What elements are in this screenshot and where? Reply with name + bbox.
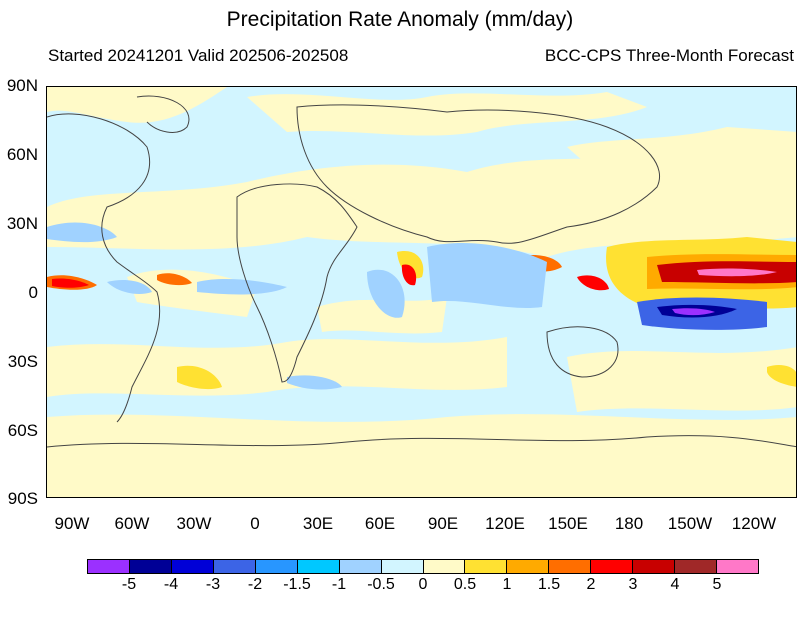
anomaly-map [46,86,797,498]
colorbar-label: 1 [502,576,512,593]
colorbar-label: 5 [712,576,722,593]
lat-label-30n: 30N [6,214,38,233]
lon-label-90e: 90E [427,514,459,533]
lat-label-90n: 90N [6,76,38,95]
colorbar-swatch [717,560,758,573]
lon-label-30w: 30W [176,514,212,533]
chart-title: Precipitation Rate Anomaly (mm/day) [226,8,574,31]
colorbar-label: -4 [163,576,179,593]
colorbar-swatch [633,560,676,573]
colorbar-swatch [549,560,592,573]
forecast-source: BCC-CPS Three-Month Forecast [544,46,794,65]
colorbar-swatch [255,560,298,573]
colorbar-label: 1.5 [537,576,561,593]
lon-label-120w: 120W [731,514,777,533]
anomaly-field [47,87,796,497]
colorbar-label: -5 [121,576,137,593]
colorbar-swatch [381,560,424,573]
negative-regions [47,222,767,390]
positive-strong-regions [47,254,796,291]
colorbar-label: -3 [205,576,221,593]
lon-label-150w: 150W [667,514,713,533]
colorbar-swatch [591,560,634,573]
colorbar-swatch [129,560,172,573]
colorbar-label: 0.5 [453,576,477,593]
colorbar-swatch [423,560,466,573]
lon-label-120e: 120E [485,514,525,533]
lon-label-30e: 30E [302,514,334,533]
colorbar-label: -0.5 [367,576,395,593]
colorbar-swatch [339,560,382,573]
lat-label-30s: 30S [7,352,38,371]
colorbar-label: -2 [247,576,263,593]
lon-label-0: 0 [250,514,260,533]
colorbar-label: 0 [418,576,428,593]
lon-label-150e: 150E [548,514,588,533]
colorbar-label: 3 [628,576,638,593]
colorbar-label: -1 [331,576,347,593]
positive-weak-regions [47,87,796,497]
lon-label-180: 180 [614,514,644,533]
colorbar-label: -1.5 [283,576,311,593]
colorbar-label: 2 [586,576,596,593]
forecast-dates: Started 20241201 Valid 202506-202508 [48,46,349,65]
colorbar-swatch [507,560,550,573]
lat-label-equator: 0 [28,283,38,302]
colorbar-swatch [213,560,256,573]
lat-label-90s: 90S [7,489,38,508]
colorbar-label: 4 [670,576,680,593]
lat-label-60s: 60S [7,421,38,440]
colorbar-swatch [465,560,508,573]
colorbar-swatch [171,560,214,573]
coastlines [47,95,796,448]
lon-label-60e: 60E [364,514,396,533]
colorbar [87,559,759,574]
colorbar-swatch [88,560,130,573]
lat-label-60n: 60N [6,145,38,164]
lon-label-90w: 90W [54,514,90,533]
colorbar-swatch [297,560,340,573]
lon-label-60w: 60W [114,514,150,533]
colorbar-swatch [675,560,718,573]
